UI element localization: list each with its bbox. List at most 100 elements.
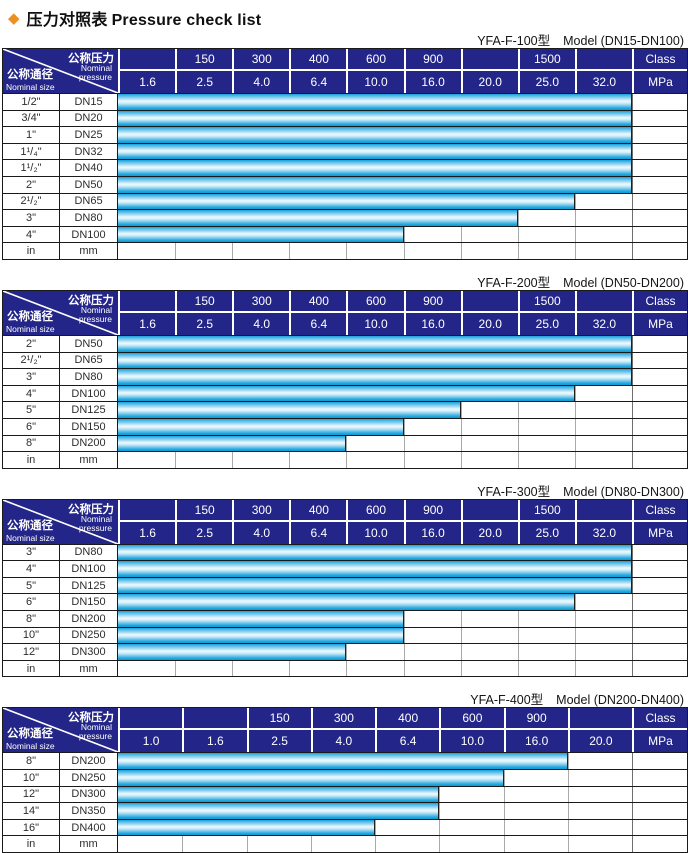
page-title-text: 压力对照表 Pressure check list <box>27 6 262 30</box>
bar-area <box>118 627 632 644</box>
class-data-cell <box>632 644 687 660</box>
table-row: 10" DN250 <box>3 626 687 644</box>
dn-cell: mm <box>60 452 118 468</box>
size-cell: 10" <box>3 770 60 786</box>
pressure-range-bar <box>118 803 440 819</box>
header-columns: 150 300 400 600 900 1500 Class 1.6 2.5 4.0 6.4 10.… <box>118 499 687 544</box>
pressure-range-bar <box>118 577 632 594</box>
bar-area <box>118 753 632 770</box>
column-gridline <box>567 786 569 803</box>
dn-cell: DN150 <box>60 418 118 435</box>
class-cell <box>118 290 176 313</box>
size-cell: 2" <box>3 335 60 352</box>
mpa-cell: 1.6 <box>182 730 247 753</box>
bar-area <box>118 127 632 143</box>
dn-cell: DN40 <box>60 160 118 176</box>
pressure-en-line1: Nominal <box>80 304 112 315</box>
column-gridline <box>567 836 569 852</box>
column-gridline <box>403 418 405 435</box>
class-data-cell <box>632 110 687 127</box>
bar-area <box>118 544 632 561</box>
pressure-range-bar <box>118 94 632 110</box>
table-row: in mm <box>3 659 687 677</box>
column-gridline <box>574 385 576 402</box>
corner-header-cell: 公称压力 Nominal pressure 公称通径 Nominal size <box>3 708 118 753</box>
bar-area <box>118 226 632 243</box>
column-gridline <box>289 660 291 677</box>
dn-cell: DN65 <box>60 352 118 369</box>
size-cn-label: 公称通径 <box>7 69 53 81</box>
dn-cell: DN100 <box>60 385 118 402</box>
column-gridline <box>503 836 505 852</box>
pressure-range-bar <box>118 770 504 786</box>
header-columns: 150 300 400 600 900 1500 Class 1.6 2.5 4.0 6.4 10.… <box>118 290 687 335</box>
column-gridline <box>346 660 348 677</box>
pressure-range-bar <box>118 160 632 176</box>
class-unit-cell: Class <box>631 49 687 71</box>
pressure-cn-label: 公称压力 <box>68 53 114 65</box>
column-gridline <box>439 786 441 803</box>
bar-area <box>118 402 632 418</box>
mpa-cell: 4.0 <box>232 71 290 93</box>
column-gridline <box>567 819 569 836</box>
class-data-cell <box>632 452 687 468</box>
table-row: in mm <box>3 242 687 259</box>
pressure-cn-label: 公称压力 <box>68 503 114 516</box>
model-label: YFA-F-300型 <box>477 484 551 499</box>
mpa-cell: 16.0 <box>403 521 461 544</box>
column-gridline <box>517 435 519 452</box>
column-gridline <box>460 243 462 259</box>
column-gridline <box>460 452 462 468</box>
dn-cell: DN150 <box>60 594 118 611</box>
class-cell: 900 <box>403 499 461 522</box>
size-en-label: Nominal size <box>6 532 55 543</box>
size-cell: 4" <box>3 385 60 402</box>
size-cell: 5" <box>3 577 60 594</box>
column-gridline <box>403 611 405 627</box>
class-data-cell <box>632 335 687 352</box>
column-gridline <box>375 836 376 852</box>
table-row: 2" DN50 <box>3 334 687 352</box>
pressure-range-bar <box>118 644 347 660</box>
table-row: 2¹/₂" DN65 <box>3 351 687 369</box>
class-cell: 1500 <box>517 499 575 522</box>
size-cell: 1¹/₄" <box>3 143 60 160</box>
column-gridline <box>403 660 405 677</box>
column-gridline <box>503 819 505 836</box>
column-gridline <box>503 786 505 803</box>
table-caption: YFA-F-400型 Model (DN200-DN400) <box>2 689 684 707</box>
column-gridline <box>439 803 441 819</box>
dn-cell: DN200 <box>60 435 118 452</box>
bar-area <box>118 594 632 611</box>
column-gridline <box>375 819 376 836</box>
size-cell: 1/2" <box>3 94 60 110</box>
column-gridline <box>346 644 348 660</box>
pressure-table-block: YFA-F-400型 Model (DN200-DN400) 公称压力 Nomin… <box>2 689 688 853</box>
column-gridline <box>574 193 576 210</box>
table-rows: 8" DN200 10" DN250 12" DN300 14" DN350 16" DN400 i… <box>3 752 687 852</box>
dn-cell: DN200 <box>60 611 118 627</box>
pressure-range-bar <box>118 193 575 210</box>
size-cell: 3" <box>3 210 60 226</box>
size-cell: 2¹/₂" <box>3 193 60 210</box>
class-data-cell <box>632 243 687 259</box>
table-row: 1" DN25 <box>3 126 687 143</box>
pressure-en-line1: Nominal <box>80 513 112 524</box>
table-row: 6" DN150 <box>3 593 687 611</box>
column-gridline <box>517 627 519 644</box>
model-range-label: Model (DN15-DN100) <box>563 34 684 48</box>
column-gridline <box>346 452 348 468</box>
column-gridline <box>574 660 576 677</box>
dn-cell: DN250 <box>60 627 118 644</box>
class-cell <box>118 499 176 522</box>
column-gridline <box>574 418 576 435</box>
dn-cell: DN80 <box>60 210 118 226</box>
size-cell: 1¹/₂" <box>3 160 60 176</box>
mpa-cell: 1.6 <box>118 521 176 544</box>
pressure-cn-label: 公称压力 <box>68 294 114 307</box>
table-row: 4" DN100 <box>3 384 687 402</box>
table-rows: 1/2" DN15 3/4" DN20 1" DN25 1¹/₄" DN32 1¹/₂" DN40… <box>3 93 687 259</box>
model-range-label: Model (DN50-DN200) <box>563 275 684 290</box>
column-gridline <box>517 418 519 435</box>
mpa-unit-cell: MPa <box>631 312 687 335</box>
